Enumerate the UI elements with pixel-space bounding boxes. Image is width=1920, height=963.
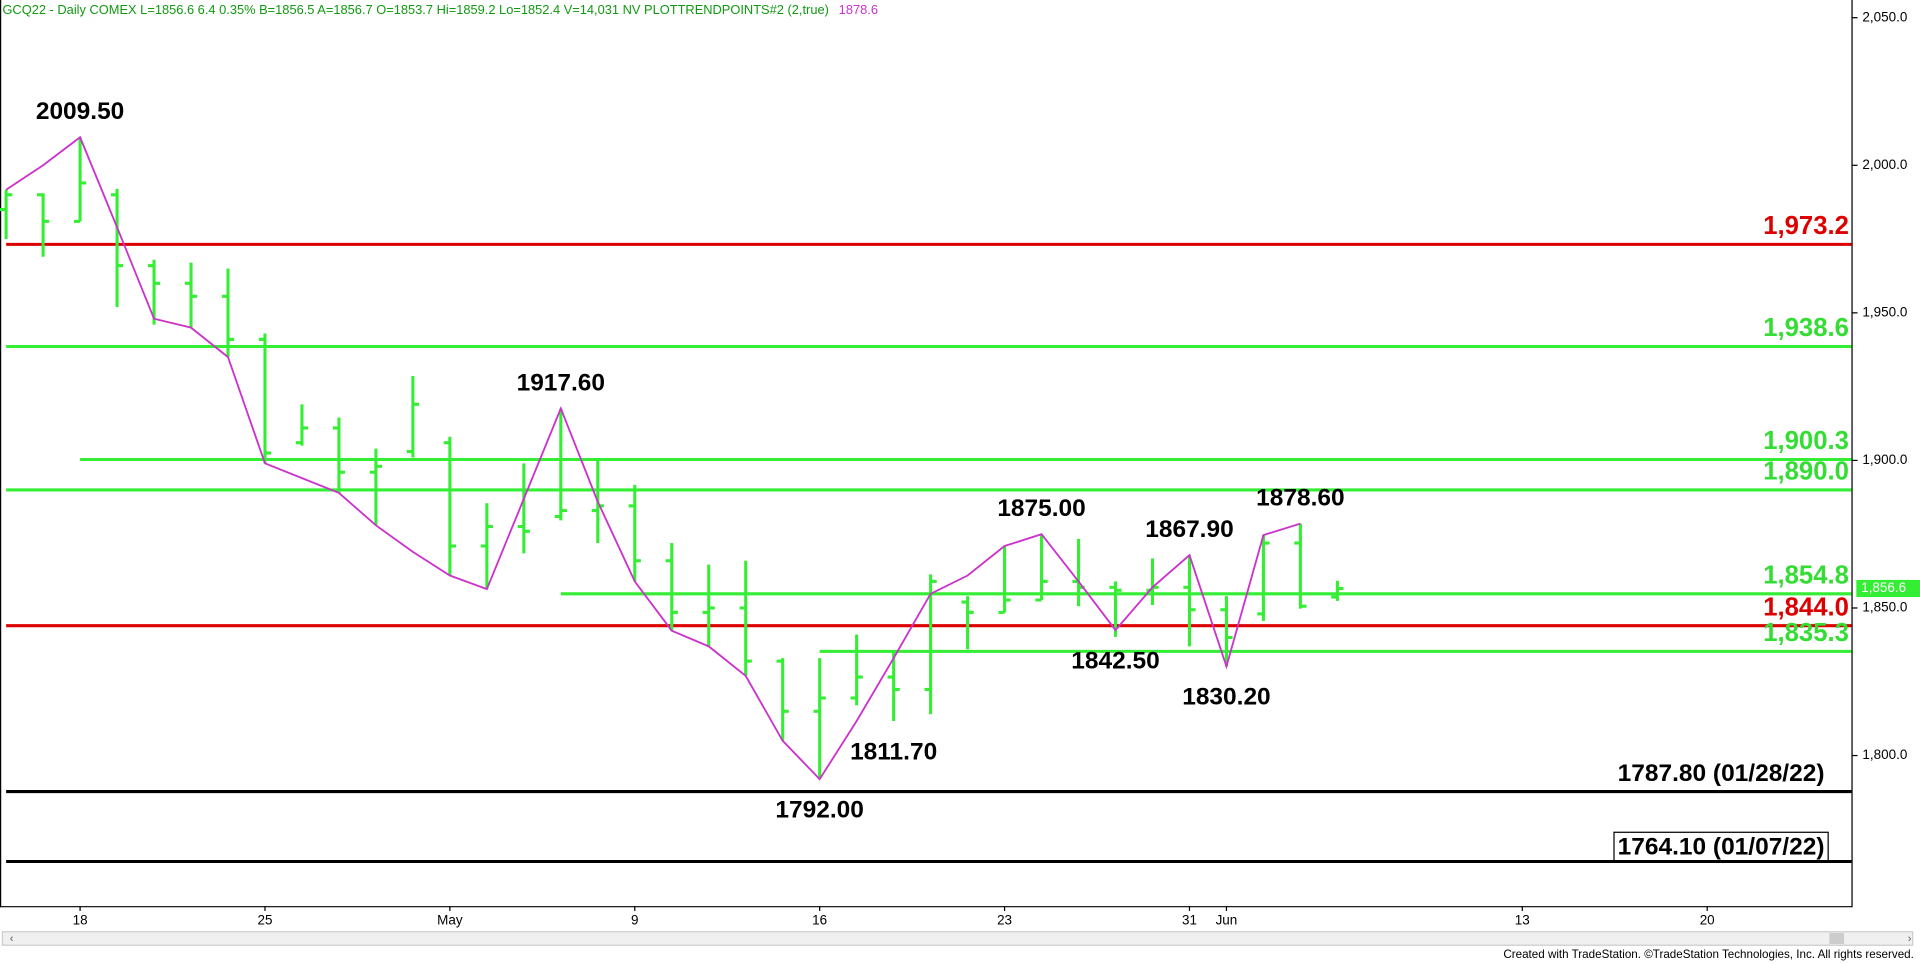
level-label-box [1613, 831, 1829, 863]
x-tick-label: 9 [631, 912, 638, 927]
y-tick-label: 1,800.0 [1862, 747, 1907, 762]
annotation: 1878.60 [1256, 485, 1344, 512]
level-label: 1764.10 (01/07/22) [1618, 834, 1825, 861]
scroll-right[interactable]: › [1908, 933, 1912, 945]
level-label: 1,835.3 [1763, 619, 1849, 647]
level-label: 1,854.8 [1763, 561, 1849, 589]
scroll-left[interactable]: ‹ [10, 933, 14, 945]
level-label: 1,900.3 [1763, 427, 1849, 455]
annotation: 1917.60 [517, 369, 605, 396]
annotation: 1830.20 [1182, 684, 1270, 711]
level-label: 1,890.0 [1763, 458, 1849, 486]
annotation: 1875.00 [997, 495, 1085, 522]
level-label: 1787.80 (01/28/22) [1618, 760, 1825, 787]
header-item: 1878.6 [839, 2, 878, 17]
annotation: 1842.50 [1071, 647, 1159, 674]
annotation: 1792.00 [775, 796, 863, 823]
level-label: 1,973.2 [1763, 212, 1849, 240]
x-tick-label: 25 [257, 912, 272, 927]
x-tick-label: Jun [1216, 912, 1238, 927]
y-tick-label: 1,900.0 [1862, 452, 1907, 467]
last-price-label: 1,856.6 [1861, 580, 1906, 595]
annotation: 1811.70 [850, 738, 937, 765]
x-tick-label: 13 [1515, 912, 1530, 927]
y-tick-label: 2,050.0 [1862, 9, 1907, 24]
scrollbar[interactable] [1, 931, 1914, 946]
x-tick-label: 31 [1182, 912, 1197, 927]
annotation: 1867.90 [1145, 516, 1233, 543]
level-label: 1,938.6 [1763, 314, 1849, 342]
header-item: GCQ22 - Daily COMEX L=1856.6 6.4 0.35% B… [2, 2, 828, 17]
header: GCQ22 - Daily COMEX L=1856.6 6.4 0.35% B… [2, 2, 878, 17]
footer: Created with TradeStation. ©TradeStation… [1503, 948, 1914, 961]
x-tick-label: May [437, 912, 463, 927]
y-tick-label: 1,850.0 [1862, 600, 1907, 615]
x-tick-label: 23 [997, 912, 1012, 927]
y-tick-label: 1,950.0 [1862, 304, 1907, 319]
level-label: 1,844.0 [1763, 593, 1849, 621]
annotation: 2009.50 [36, 98, 124, 125]
x-tick-label: 16 [812, 912, 827, 927]
y-tick-label: 2,000.0 [1862, 157, 1907, 172]
trend-line [5, 135, 1301, 781]
x-tick-label: 18 [73, 912, 88, 927]
x-tick-label: 20 [1700, 912, 1715, 927]
last-price-box [1856, 579, 1920, 598]
scrollbar-thumb[interactable] [1829, 933, 1845, 945]
